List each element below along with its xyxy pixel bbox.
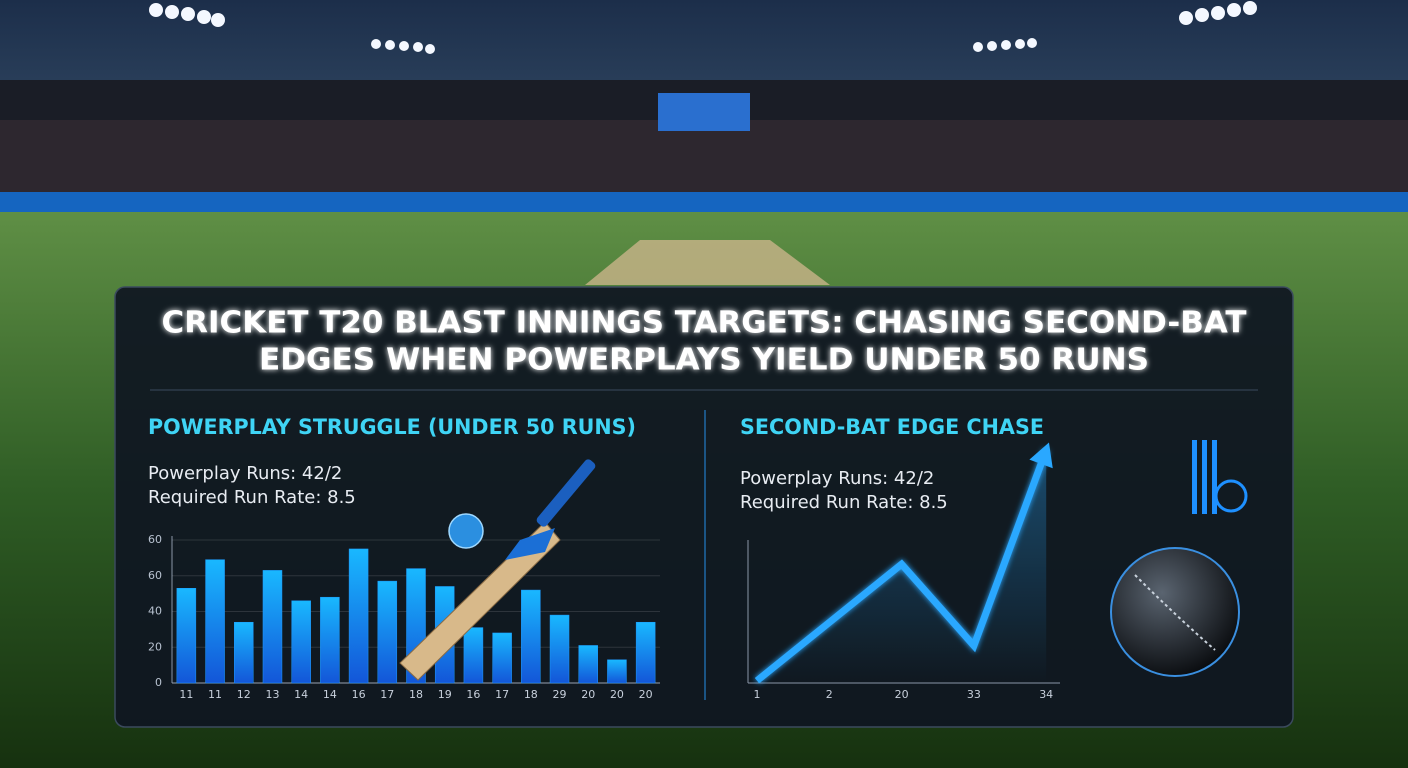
x-tick-label: 20 — [895, 688, 909, 701]
x-tick-label: 20 — [639, 688, 653, 701]
x-tick-label: 18 — [409, 688, 423, 701]
x-tick-label: 2 — [826, 688, 833, 701]
x-tick-label: 1 — [754, 688, 761, 701]
bar — [549, 614, 570, 684]
x-tick-label: 16 — [466, 688, 480, 701]
cricket-ball — [1110, 547, 1240, 677]
x-tick-label: 29 — [553, 688, 567, 701]
y-tick-label: 40 — [148, 605, 162, 618]
scoreboard — [658, 93, 750, 131]
annotation: Powerplay Runs: 42/2 — [740, 468, 934, 489]
x-tick-label: 17 — [380, 688, 394, 701]
x-tick-label: 11 — [179, 688, 193, 701]
bar — [607, 659, 627, 684]
x-tick-label: 13 — [265, 688, 279, 701]
crowd — [0, 120, 1408, 195]
annotation: Required Run Rate: 8.5 — [740, 492, 948, 513]
x-tick-label: 12 — [237, 688, 251, 701]
pitch — [585, 240, 830, 285]
bar — [205, 559, 225, 684]
x-tick-label: 34 — [1039, 688, 1053, 701]
x-tick-label: 14 — [323, 688, 337, 701]
title: EDGES WHEN POWERPLAYS YIELD UNDER 50 RUN… — [259, 343, 1149, 378]
seam — [1134, 574, 1216, 651]
bar — [635, 621, 656, 684]
bar — [234, 621, 254, 684]
bar — [320, 596, 340, 684]
bar — [492, 632, 512, 684]
x-tick-label: 11 — [208, 688, 222, 701]
line — [754, 448, 1050, 684]
bar — [521, 589, 541, 684]
bar — [262, 570, 283, 684]
y-tick-label: 60 — [148, 533, 162, 546]
x-tick-label: 18 — [524, 688, 538, 701]
bar — [348, 548, 369, 684]
y-tick-label: 60 — [148, 569, 162, 582]
bar — [176, 588, 197, 684]
floodlights — [149, 1, 1257, 54]
x-tick-label: 20 — [581, 688, 595, 701]
bar — [463, 627, 484, 684]
bar — [578, 645, 598, 684]
chart-title: POWERPLAY STRUGGLE (UNDER 50 RUNS) — [148, 415, 636, 439]
chart-title: SECOND-BAT EDGE CHASE — [740, 415, 1044, 439]
x-tick-label: 14 — [294, 688, 308, 701]
boards — [0, 192, 1408, 214]
x-tick-label: 16 — [352, 688, 366, 701]
x-tick-label: 17 — [495, 688, 509, 701]
ball-icon — [448, 513, 484, 549]
bar — [291, 600, 311, 684]
y-tick-label: 20 — [148, 640, 162, 653]
x-tick-label: 20 — [610, 688, 624, 701]
bat — [399, 459, 596, 681]
annotation: Required Run Rate: 8.5 — [148, 487, 356, 508]
x-tick-label: 33 — [967, 688, 981, 701]
x-tick-label: 19 — [438, 688, 452, 701]
title: CRICKET T20 BLAST INNINGS TARGETS: CHASI… — [162, 306, 1248, 341]
annotation: Powerplay Runs: 42/2 — [148, 463, 342, 484]
bar — [377, 580, 398, 684]
y-tick-label: 0 — [155, 676, 162, 689]
arrowhead — [1029, 442, 1053, 469]
stumps-icon — [1192, 440, 1248, 514]
